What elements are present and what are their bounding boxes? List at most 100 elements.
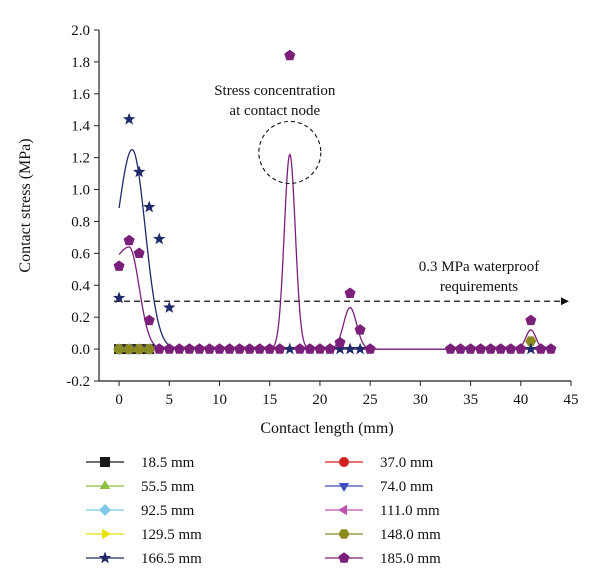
plot-area: -0.2 0.0 0.2 0.4 0.6 0.8 1.0 1.2 1.4 1.6 1.8 2.0 0 5 1…: [66, 23, 578, 408]
legend-label: 92.5 mm: [141, 503, 195, 519]
legend-marker: [339, 457, 349, 467]
data-point: [495, 343, 507, 354]
legend-marker: [338, 504, 347, 516]
legend-marker: [102, 528, 111, 540]
x-tick-label: 30: [413, 392, 428, 408]
legend-marker: [338, 552, 350, 563]
y-tick-label: 0.4: [71, 278, 90, 294]
x-tick-label: 20: [312, 392, 327, 408]
x-tick-label: 25: [363, 392, 378, 408]
y-tick-label: 1.0: [71, 183, 90, 199]
x-tick-label: 45: [564, 392, 579, 408]
legend-marker: [338, 483, 350, 492]
data-point: [354, 324, 366, 335]
data-point: [163, 301, 176, 313]
data-point: [113, 344, 125, 354]
legend-label: 18.5 mm: [141, 455, 195, 471]
legend-marker: [98, 551, 112, 564]
legend-label: 37.0 mm: [380, 455, 434, 471]
x-axis-title: Contact length (mm): [260, 420, 393, 437]
annotation-text: Stress concentration: [214, 83, 336, 99]
data-point: [123, 234, 135, 246]
data-point: [112, 291, 126, 304]
legend-marker: [99, 504, 111, 516]
data-point: [254, 343, 266, 354]
data-point: [455, 343, 467, 354]
y-tick-label: 1.6: [71, 87, 90, 103]
data-point: [132, 165, 146, 178]
data-point: [264, 343, 276, 354]
data-point: [343, 342, 357, 355]
data-point: [485, 343, 497, 354]
y-tick-label: 0.0: [71, 342, 90, 358]
y-tick-label: 1.2: [71, 151, 90, 167]
fit-curve: [118, 153, 551, 350]
fit-curve: [118, 148, 551, 350]
x-tick-label: 40: [513, 392, 528, 408]
data-point: [525, 336, 537, 346]
legend-marker: [100, 457, 110, 467]
annotation-text: at contact node: [229, 103, 320, 119]
data-point: [505, 343, 517, 354]
data-point: [284, 49, 296, 61]
x-tick-label: 10: [212, 392, 227, 408]
legend-marker: [99, 480, 111, 489]
threshold-arrowhead: [560, 297, 569, 306]
y-tick-label: -0.2: [66, 374, 90, 390]
x-tick-label: 15: [262, 392, 277, 408]
data-point: [133, 344, 145, 354]
data-point: [244, 343, 256, 354]
data-point: [213, 343, 226, 354]
concentration-circle: [258, 120, 322, 184]
data-point: [475, 343, 487, 354]
data-point: [304, 343, 316, 354]
data-point: [173, 343, 185, 354]
data-point: [163, 343, 175, 354]
x-tick-label: 5: [166, 392, 174, 408]
data-point: [203, 343, 215, 354]
y-axis-title: Contact stress (MPa): [17, 138, 34, 272]
data-point: [333, 342, 347, 355]
legend: 18.5 mm 37.0 mm 55.5 mm 74.0 mm 92.5 mm 111.0…: [86, 455, 441, 567]
y-tick-label: 2.0: [71, 23, 90, 39]
y-tick-label: 0.2: [71, 310, 90, 326]
data-point: [122, 112, 136, 125]
data-point: [353, 342, 367, 355]
data-point: [294, 343, 306, 354]
legend-label: 166.5 mm: [141, 551, 202, 567]
legend-label: 148.0 mm: [380, 527, 441, 543]
legend-marker: [338, 529, 350, 539]
data-point: [123, 344, 135, 354]
data-point: [334, 336, 346, 348]
data-point: [224, 343, 236, 354]
data-point: [283, 342, 296, 355]
data-point: [143, 344, 155, 354]
legend-label: 185.0 mm: [380, 551, 441, 567]
threshold-annotation-text: 0.3 MPa waterproof: [419, 259, 539, 275]
data-point: [535, 343, 547, 354]
y-tick-label: 0.8: [71, 214, 90, 230]
data-point: [274, 343, 286, 354]
data-point: [143, 200, 156, 213]
data-point: [113, 260, 125, 271]
data-point: [515, 343, 527, 354]
threshold-annotation-text: requirements: [440, 279, 518, 295]
data-point: [364, 343, 376, 354]
legend-label: 129.5 mm: [141, 527, 202, 543]
legend-label: 55.5 mm: [141, 479, 195, 495]
data-point: [525, 314, 537, 326]
data-point: [314, 343, 326, 354]
data-point: [183, 343, 195, 354]
data-point: [444, 343, 457, 354]
y-tick-label: 1.8: [71, 55, 90, 71]
data-point: [153, 343, 165, 354]
y-tick-label: 1.4: [71, 119, 90, 135]
data-point: [193, 343, 205, 354]
data-point: [153, 232, 166, 245]
x-tick-label: 35: [463, 392, 478, 408]
legend-label: 74.0 mm: [380, 479, 434, 495]
data-point: [465, 343, 477, 354]
data-point: [324, 343, 336, 354]
data-point: [344, 287, 356, 298]
